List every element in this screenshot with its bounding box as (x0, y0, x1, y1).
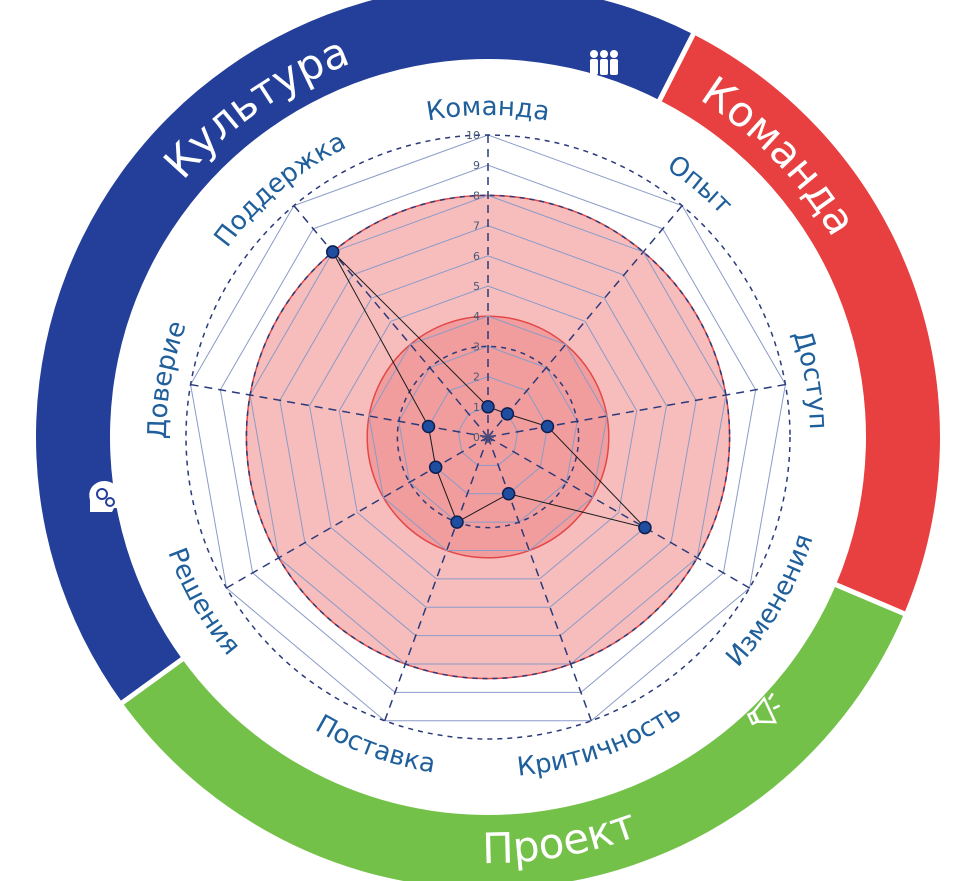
center-star-icon (482, 431, 494, 443)
dashed-circle (185, 134, 791, 740)
tick-label: 2 (473, 371, 480, 384)
group-ring-segment (122, 584, 905, 881)
group-separator (656, 32, 696, 103)
data-point (481, 400, 495, 414)
group-ring-segment (659, 34, 940, 614)
grid-ring (279, 225, 697, 637)
tick-label: 7 (473, 220, 480, 233)
grid-ring (338, 285, 638, 580)
tick-label: 1 (473, 401, 480, 414)
axis-spoke (487, 382, 791, 438)
dashed-circle (245, 194, 731, 680)
data-point (500, 407, 515, 421)
grid-ring (190, 134, 786, 722)
data-point (421, 419, 436, 434)
category-label: Критичность (515, 697, 686, 783)
axis-spoke (290, 201, 489, 438)
category-label: Команда (424, 92, 552, 128)
tick-label: 4 (473, 310, 480, 323)
group-separator (120, 656, 185, 706)
tick-label: 6 (473, 250, 480, 263)
data-point (638, 520, 652, 535)
grid-ring (457, 406, 519, 466)
data-point (428, 460, 443, 474)
grid-ring (219, 164, 757, 693)
axis-spoke (487, 201, 686, 438)
tick-label: 10 (466, 129, 480, 142)
category-label: Доступ (786, 327, 833, 430)
data-point (501, 487, 516, 501)
series-line (332, 251, 647, 529)
data-point (540, 419, 555, 434)
tick-label: 5 (473, 280, 480, 293)
group-separator (834, 582, 906, 617)
grid-ring (249, 194, 727, 665)
axis-spoke (487, 436, 594, 726)
team-icon (590, 50, 618, 75)
axis-spoke (487, 436, 755, 592)
tick-label: 0 (473, 431, 480, 444)
category-label: Доверие (143, 317, 193, 439)
group-ring-segment (36, 0, 694, 703)
grid-ring (427, 376, 549, 495)
category-label: Опыт (662, 150, 738, 221)
axis-spoke (382, 436, 489, 726)
megaphone-icon (746, 692, 781, 726)
tick-label: 9 (473, 159, 480, 172)
grid-ring (398, 345, 578, 523)
axis-spoke (185, 382, 489, 438)
category-label: Поставка (311, 709, 438, 779)
data-point (325, 245, 340, 259)
axis-spoke (221, 436, 489, 592)
gears-head-icon (89, 480, 120, 512)
tick-label: 8 (473, 189, 480, 202)
grid-ring (309, 255, 667, 608)
category-label: Решения (161, 544, 246, 661)
tick-label: 3 (473, 340, 480, 353)
grid-ring (368, 315, 608, 552)
dashed-circle (396, 345, 580, 529)
data-point (450, 515, 464, 529)
